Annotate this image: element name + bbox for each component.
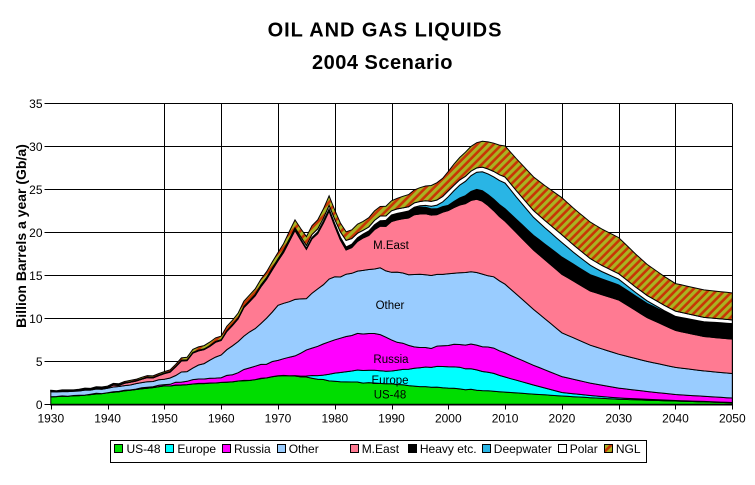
svg-text:1950: 1950 — [151, 412, 178, 426]
svg-text:Russia: Russia — [373, 354, 409, 366]
svg-text:Billion Barrels a year (Gb/a): Billion Barrels a year (Gb/a) — [13, 144, 29, 328]
svg-text:1940: 1940 — [94, 412, 121, 426]
svg-text:2010: 2010 — [492, 412, 519, 426]
svg-text:10: 10 — [29, 312, 43, 326]
svg-text:25: 25 — [29, 183, 43, 197]
svg-text:2000: 2000 — [435, 412, 462, 426]
svg-text:2004 Scenario: 2004 Scenario — [312, 52, 453, 74]
svg-text:Other: Other — [376, 300, 405, 312]
svg-text:Europe: Europe — [371, 375, 408, 387]
svg-text:5: 5 — [36, 355, 43, 369]
svg-text:35: 35 — [29, 97, 43, 111]
svg-text:Europe: Europe — [177, 442, 216, 456]
svg-text:1970: 1970 — [265, 412, 292, 426]
svg-text:M.East: M.East — [362, 442, 400, 456]
svg-text:1980: 1980 — [321, 412, 348, 426]
svg-text:Heavy etc.: Heavy etc. — [420, 442, 477, 456]
svg-text:2050: 2050 — [719, 412, 746, 426]
svg-text:1960: 1960 — [208, 412, 235, 426]
svg-text:M.East: M.East — [373, 240, 410, 252]
svg-text:Polar: Polar — [570, 442, 598, 456]
svg-text:20: 20 — [29, 226, 43, 240]
svg-text:15: 15 — [29, 269, 43, 283]
svg-text:1930: 1930 — [37, 412, 64, 426]
svg-text:OIL AND GAS LIQUIDS: OIL AND GAS LIQUIDS — [268, 20, 503, 42]
svg-text:30: 30 — [29, 140, 43, 154]
svg-text:Deepwater: Deepwater — [494, 442, 552, 456]
svg-text:NGL: NGL — [616, 442, 641, 456]
svg-text:0: 0 — [36, 398, 43, 412]
svg-text:1990: 1990 — [378, 412, 405, 426]
svg-text:2020: 2020 — [549, 412, 576, 426]
svg-text:2040: 2040 — [662, 412, 689, 426]
svg-text:Russia: Russia — [234, 442, 271, 456]
svg-text:2030: 2030 — [605, 412, 632, 426]
svg-text:US-48: US-48 — [127, 442, 161, 456]
svg-text:US-48: US-48 — [374, 390, 407, 402]
svg-text:Other: Other — [289, 442, 319, 456]
